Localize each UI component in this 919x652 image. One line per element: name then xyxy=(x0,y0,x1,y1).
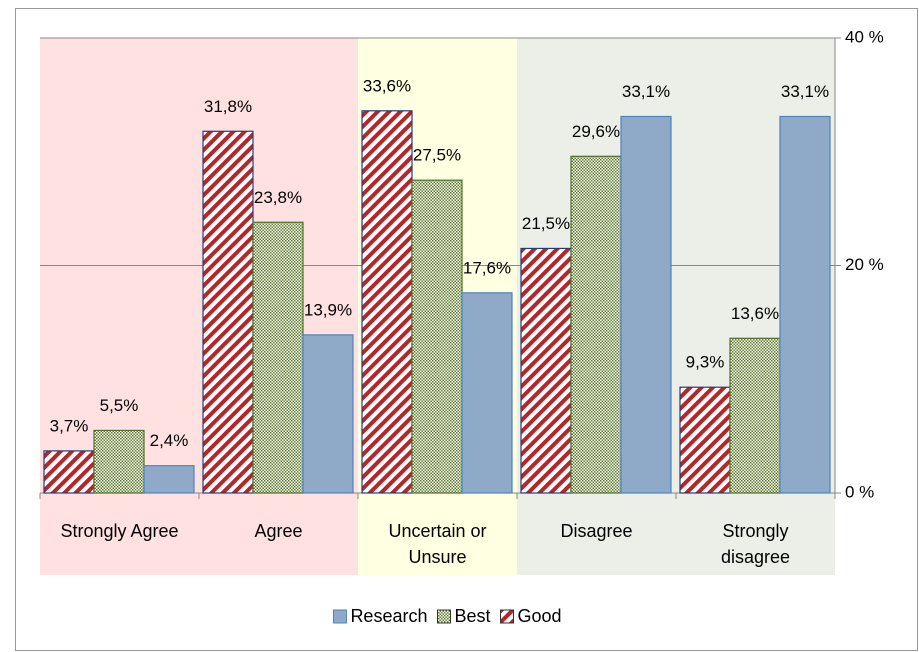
legend-label: Good xyxy=(518,606,562,626)
x-tick-label: Disagree xyxy=(560,521,633,541)
bar xyxy=(729,337,781,494)
bar xyxy=(411,179,463,494)
x-tick-label: Strongly Agree xyxy=(60,521,179,541)
data-label: 9,3% xyxy=(686,353,725,372)
chart-border xyxy=(15,8,918,651)
data-label: 33,1% xyxy=(622,82,670,101)
bar xyxy=(252,221,304,494)
data-label: 29,6% xyxy=(572,122,620,141)
data-label: 23,8% xyxy=(254,188,302,207)
bar xyxy=(620,115,672,494)
category-background xyxy=(40,38,199,575)
x-tick-label: Uncertain or Unsure xyxy=(388,521,487,567)
legend-label: Research xyxy=(350,606,427,626)
y-tick-label: 40 % xyxy=(845,27,884,46)
data-label: 21,5% xyxy=(522,214,570,233)
data-label: 2,4% xyxy=(150,431,189,450)
bar xyxy=(143,465,195,494)
data-label: 33,1% xyxy=(781,82,829,101)
legend-label: Best xyxy=(454,606,490,626)
x-tick-label: Agree xyxy=(254,521,303,541)
legend-swatch xyxy=(332,609,347,624)
bar xyxy=(202,130,254,494)
bar xyxy=(570,155,622,494)
y-tick-label: 20 % xyxy=(845,255,884,274)
data-label: 3,7% xyxy=(50,416,89,435)
bar xyxy=(43,450,95,494)
data-label: 27,5% xyxy=(413,146,461,165)
legend-swatch xyxy=(500,609,515,624)
bar xyxy=(520,247,572,494)
bar xyxy=(779,115,831,494)
bar xyxy=(461,292,513,494)
legend: Research Best Good xyxy=(332,606,562,626)
legend-swatch xyxy=(436,609,451,624)
data-label: 13,9% xyxy=(304,300,352,319)
data-label: 31,8% xyxy=(204,97,252,116)
bar xyxy=(302,334,354,494)
bar xyxy=(93,429,145,494)
data-label: 13,6% xyxy=(731,304,779,323)
data-label: 33,6% xyxy=(363,76,411,95)
data-label: 5,5% xyxy=(100,396,139,415)
bar xyxy=(679,386,731,494)
bar xyxy=(361,110,413,494)
x-tick-label: Strongly disagree xyxy=(720,521,791,567)
data-label: 17,6% xyxy=(463,258,511,277)
y-tick-label: 0 % xyxy=(845,482,874,501)
